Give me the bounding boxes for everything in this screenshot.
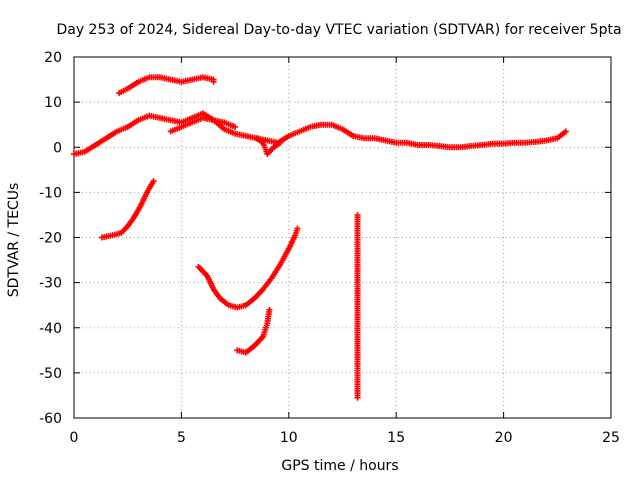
axis-ticks xyxy=(73,56,612,419)
data-point xyxy=(210,78,217,85)
series-arc-dip xyxy=(253,135,284,158)
x-tick-label: 20 xyxy=(495,430,513,446)
data-series xyxy=(71,74,569,401)
tick-labels: 0 5 10 15 20 25 -60 -50 -40 -30 -20 -10 0 10 20 xyxy=(39,50,620,446)
y-tick-label: 10 xyxy=(44,95,62,111)
x-tick-label: 10 xyxy=(280,430,298,446)
series-arc-lower xyxy=(234,306,273,356)
x-tick-label: 0 xyxy=(70,430,79,446)
x-axis-label: GPS time / hours xyxy=(281,458,398,474)
series-arc-main xyxy=(71,110,569,158)
series-arc-upper-dip xyxy=(167,114,239,135)
series-arc-upper xyxy=(116,74,217,97)
y-axis-label: SDTVAR / TECUs xyxy=(6,183,22,298)
x-tick-label: 15 xyxy=(387,430,405,446)
y-tick-label: -40 xyxy=(39,321,62,337)
x-tick-label: 5 xyxy=(177,430,186,446)
y-tick-label: -30 xyxy=(39,276,62,292)
y-tick-label: -20 xyxy=(39,231,62,247)
data-point xyxy=(150,178,157,185)
data-point xyxy=(266,306,273,313)
grid-lines xyxy=(74,57,611,418)
series-isolated-points xyxy=(354,211,361,401)
y-tick-label: -60 xyxy=(39,411,62,427)
y-tick-label: -10 xyxy=(39,185,62,201)
y-tick-label: 20 xyxy=(44,50,62,66)
data-point xyxy=(294,225,301,232)
chart-title: Day 253 of 2024, Sidereal Day-to-day VTE… xyxy=(56,22,621,38)
y-tick-label: -50 xyxy=(39,366,62,382)
series-arc-u-curve xyxy=(195,225,301,311)
data-point xyxy=(232,123,239,130)
x-tick-label: 25 xyxy=(602,430,620,446)
data-point xyxy=(277,139,284,146)
data-point xyxy=(562,128,569,135)
y-tick-label: 0 xyxy=(53,140,62,156)
data-point xyxy=(354,394,361,401)
series-arc-left-low xyxy=(98,178,157,241)
